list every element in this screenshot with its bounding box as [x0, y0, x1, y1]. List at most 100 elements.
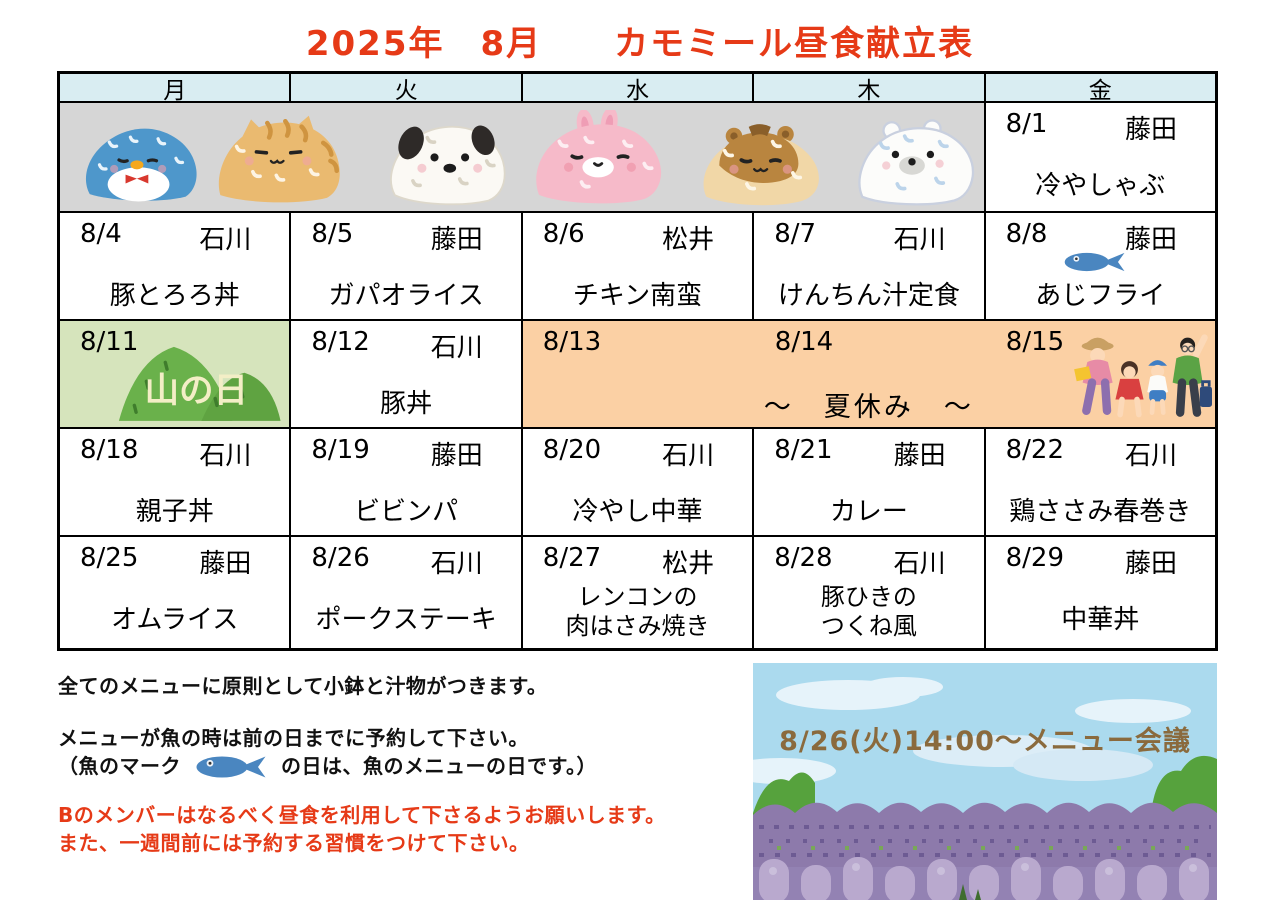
cell-staff: 石川: [430, 333, 483, 363]
cell-menu: 鶏ささみ春巻き: [1009, 497, 1192, 527]
cell-aug26: 8/26 石川 ポークステーキ: [290, 536, 522, 649]
cell-summer-vacation: 8/13 8/14 8/15 ～ 夏休み ～: [521, 320, 1216, 428]
cell-date: 8/28: [774, 543, 833, 573]
cell-menu-line1: 豚ひきの: [820, 583, 917, 611]
cell-date: 8/7: [774, 219, 817, 249]
cell-date: 8/6: [542, 219, 585, 249]
cell-aug8: 8/8 藤田 あじフライ: [984, 212, 1216, 320]
cell-aug27: 8/27 松井 レンコンの 肉はさみ焼き: [521, 536, 754, 649]
cell-menu: 中華丼: [1061, 605, 1140, 635]
cell-staff: 松井: [662, 225, 715, 255]
cell-staff: 石川: [1124, 441, 1177, 471]
cell-staff: 石川: [662, 441, 715, 471]
cell-menu: 親子丼: [135, 497, 214, 527]
weekday-header-tue: 火: [290, 73, 522, 104]
cell-date: 8/22: [1005, 435, 1064, 465]
cell-date: 8/12: [311, 327, 370, 357]
mountain-day-icon: 山の日: [118, 346, 281, 421]
cell-aug29: 8/29 藤田 中華丼: [984, 536, 1216, 649]
cell-menu-line2: 肉はさみ焼き: [565, 612, 710, 640]
cell-staff: 石川: [893, 225, 946, 255]
cell-staff: 石川: [199, 441, 252, 471]
cell-date: 8/20: [542, 435, 602, 465]
note-fish-mark: （魚のマーク の日は、魚のメニューの日です。）: [58, 750, 597, 782]
fish-icon: [1064, 252, 1125, 272]
cell-staff: 藤田: [1124, 549, 1177, 579]
cell-menu: オムライス: [111, 605, 239, 635]
meeting-text: 8/26(火)14:00～メニュー会議: [779, 726, 1191, 757]
note-b-members: Bのメンバーはなるべく昼食を利用して下さるようお願いします。: [58, 803, 666, 827]
cell-date: 8/26: [311, 543, 370, 573]
cell-aug22: 8/22 石川 鶏ささみ春巻き: [984, 428, 1216, 536]
cell-menu: 豚丼: [380, 389, 433, 419]
note-reserve-habit: また、一週間前には予約する習慣をつけて下さい。: [58, 831, 530, 855]
melting-polar-bear-icon: [858, 119, 975, 206]
cell-menu: ガパオライス: [328, 281, 484, 311]
cell-staff: 石川: [199, 225, 252, 255]
cell-staff: 藤田: [199, 549, 252, 579]
cell-date: 8/19: [311, 435, 370, 465]
family-trip-icon: [1074, 334, 1212, 418]
weekday-header-wed: 水: [521, 73, 754, 104]
cell-date: 8/18: [80, 435, 139, 465]
summer-vacation-label: ～ 夏休み ～: [763, 392, 974, 423]
note-side-dishes: 全てのメニューに原則として小鉢と汁物がつきます。: [58, 674, 548, 698]
cell-staff: 藤田: [1124, 115, 1177, 145]
meeting-banner: 8/26(火)14:00～メニュー会議: [753, 663, 1217, 900]
page-title: 2025年 8月 カモミール昼食献立表: [305, 24, 975, 64]
cell-staff: 藤田: [893, 441, 946, 471]
melting-rabbit-icon: [536, 110, 662, 204]
weekday-header-thu: 木: [753, 73, 985, 104]
cell-aug25: 8/25 藤田 オムライス: [59, 536, 291, 649]
vacation-date-1: 8/13: [542, 327, 602, 357]
note-fish-reservation: メニューが魚の時は前の日までに予約して下さい。: [58, 726, 529, 750]
vacation-date-2: 8/14: [774, 327, 834, 357]
cell-menu: あじフライ: [1035, 281, 1166, 311]
cell-staff: 藤田: [430, 441, 483, 471]
cell-menu: カレー: [829, 497, 908, 527]
cell-menu: 豚とろろ丼: [109, 281, 240, 311]
melting-cat-icon: [218, 115, 340, 203]
cell-aug4: 8/4 石川 豚とろろ丼: [59, 212, 291, 320]
cell-date: 8/8: [1005, 219, 1048, 249]
cell-aug7: 8/7 石川 けんちん汁定食: [753, 212, 985, 320]
cell-aug1: 8/1 藤田 冷やしゃぶ: [984, 102, 1216, 212]
cell-date: 8/27: [542, 543, 602, 573]
cell-menu: ビビンパ: [354, 497, 459, 527]
cell-date: 8/29: [1005, 543, 1064, 573]
cell-staff: 藤田: [1124, 225, 1177, 255]
cell-aug21: 8/21 藤田 カレー: [753, 428, 985, 536]
cell-staff: 藤田: [430, 225, 483, 255]
cell-menu: ポークステーキ: [315, 605, 497, 635]
weekday-header-fri: 金: [984, 73, 1216, 104]
cell-aug19: 8/19 藤田 ビビンパ: [290, 428, 522, 536]
cell-aug5: 8/5 藤田 ガパオライス: [290, 212, 522, 320]
cell-menu-line2: つくね風: [820, 612, 917, 640]
weekday-header-mon: 月: [59, 73, 291, 104]
menu-calendar-table: 月 火 水 木 金: [57, 71, 1218, 651]
cell-aug6: 8/6 松井 チキン南蛮: [521, 212, 754, 320]
cell-date: 8/25: [80, 543, 139, 573]
lavender-field-illustration: [753, 663, 1217, 900]
vacation-date-3: 8/15: [1005, 327, 1065, 357]
cell-aug11-mountain-day: 8/11 山の日: [59, 320, 291, 428]
cell-aug18: 8/18 石川 親子丼: [59, 428, 291, 536]
cell-date: 8/4: [80, 219, 122, 249]
cell-menu: 冷やし中華: [572, 497, 703, 527]
melting-hamster-icon: [703, 124, 819, 206]
cell-staff: 石川: [430, 549, 483, 579]
melting-penguin-icon: [85, 128, 197, 202]
cell-staff: 松井: [662, 549, 715, 579]
mountain-day-label: 山の日: [145, 371, 248, 411]
cell-date: 8/11: [80, 327, 139, 357]
heat-animals-banner: [59, 102, 985, 212]
cell-date: 8/21: [774, 435, 833, 465]
cell-menu-line1: レンコンの: [577, 583, 698, 611]
cell-menu: けんちん汁定食: [777, 281, 960, 311]
cell-aug12: 8/12 石川 豚丼: [290, 320, 522, 428]
cell-date: 8/5: [311, 219, 354, 249]
cell-date: 8/1: [1005, 109, 1048, 139]
cell-aug28: 8/28 石川 豚ひきの つくね風: [753, 536, 985, 649]
fish-icon: [196, 756, 266, 778]
